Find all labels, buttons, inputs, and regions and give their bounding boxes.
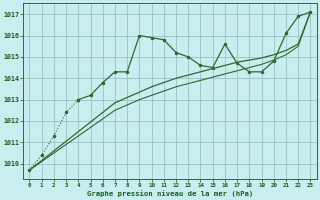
X-axis label: Graphe pression niveau de la mer (hPa): Graphe pression niveau de la mer (hPa) [87, 190, 253, 197]
